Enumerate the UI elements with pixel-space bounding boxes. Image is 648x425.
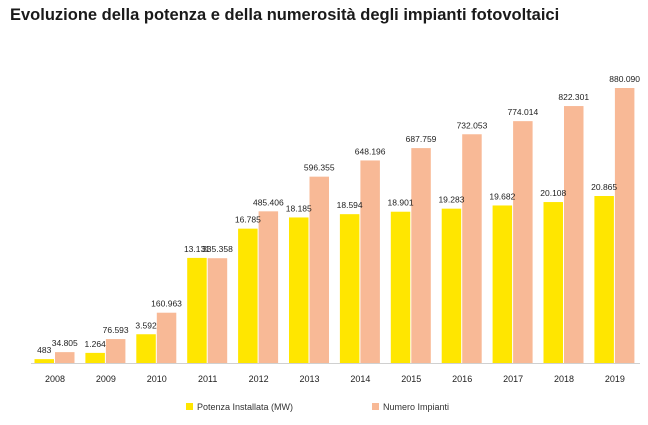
x-tick-2015: 2015 — [401, 374, 421, 384]
x-tick-2012: 2012 — [249, 374, 269, 384]
label-potenza-2008: 483 — [37, 345, 51, 355]
bar-impianti-2017 — [513, 121, 533, 364]
label-impianti-2019: 880.090 — [609, 74, 640, 84]
bar-impianti-2013 — [309, 176, 329, 363]
bar-potenza-2011 — [187, 257, 207, 363]
label-impianti-2011: 335.358 — [202, 244, 233, 254]
legend-swatch-potenza — [186, 403, 193, 410]
label-impianti-2017: 774.014 — [507, 107, 538, 117]
x-tick-2008: 2008 — [45, 374, 65, 384]
label-potenza-2015: 18.901 — [388, 198, 414, 208]
bar-impianti-2014 — [360, 160, 380, 363]
bar-potenza-2010 — [136, 334, 156, 363]
chart-title: Evoluzione della potenza e della numeros… — [10, 6, 560, 24]
label-impianti-2015: 687.759 — [406, 134, 437, 144]
label-potenza-2010: 3.592 — [135, 320, 157, 330]
bar-potenza-2018 — [543, 202, 563, 363]
label-impianti-2012: 485.406 — [253, 197, 284, 207]
bar-potenza-2019 — [594, 196, 614, 363]
label-impianti-2013: 596.355 — [304, 163, 335, 173]
bar-impianti-2012 — [258, 211, 279, 363]
label-impianti-2010: 160.963 — [151, 299, 182, 309]
label-impianti-2018: 822.301 — [558, 92, 589, 102]
x-tick-2009: 2009 — [96, 374, 116, 384]
bar-impianti-2016 — [462, 134, 482, 363]
label-potenza-2019: 20.865 — [591, 182, 617, 192]
label-impianti-2009: 76.593 — [103, 325, 129, 335]
label-potenza-2016: 19.283 — [438, 195, 464, 205]
bar-impianti-2019 — [614, 88, 635, 363]
bar-impianti-2008 — [55, 352, 75, 363]
label-impianti-2008: 34.805 — [52, 338, 78, 348]
bar-potenza-2017 — [492, 205, 513, 363]
bar-potenza-2012 — [238, 228, 258, 363]
label-impianti-2014: 648.196 — [355, 146, 386, 156]
x-tick-2018: 2018 — [554, 374, 574, 384]
x-tick-2017: 2017 — [503, 374, 523, 384]
bar-impianti-2015 — [411, 148, 431, 363]
legend-swatch-impianti — [372, 403, 379, 410]
label-potenza-2011: 13.131 — [184, 244, 210, 254]
legend-label-impianti: Numero Impianti — [383, 402, 449, 412]
x-tick-2011: 2011 — [198, 374, 217, 384]
bar-impianti-2011 — [207, 258, 228, 363]
bar-potenza-2016 — [441, 208, 462, 363]
label-potenza-2018: 20.108 — [540, 188, 566, 198]
bar-impianti-2009 — [105, 339, 126, 363]
x-tick-2013: 2013 — [299, 374, 319, 384]
label-impianti-2016: 732.053 — [457, 120, 488, 130]
bar-potenza-2008 — [34, 359, 54, 363]
bar-impianti-2018 — [564, 106, 584, 363]
x-tick-2016: 2016 — [452, 374, 472, 384]
bar-potenza-2015 — [390, 211, 411, 363]
label-potenza-2012: 16.785 — [235, 215, 261, 225]
bar-impianti-2010 — [156, 312, 177, 363]
label-potenza-2017: 19.682 — [489, 191, 515, 201]
bar-potenza-2013 — [289, 217, 309, 363]
x-tick-2019: 2019 — [605, 374, 625, 384]
x-tick-2010: 2010 — [147, 374, 167, 384]
bar-potenza-2009 — [85, 352, 105, 363]
label-potenza-2013: 18.185 — [286, 203, 312, 213]
label-potenza-2009: 1.264 — [85, 339, 107, 349]
legend-label-potenza: Potenza Installata (MW) — [197, 402, 293, 412]
label-potenza-2014: 18.594 — [337, 200, 363, 210]
bar-potenza-2014 — [339, 214, 360, 363]
x-tick-2014: 2014 — [350, 374, 370, 384]
